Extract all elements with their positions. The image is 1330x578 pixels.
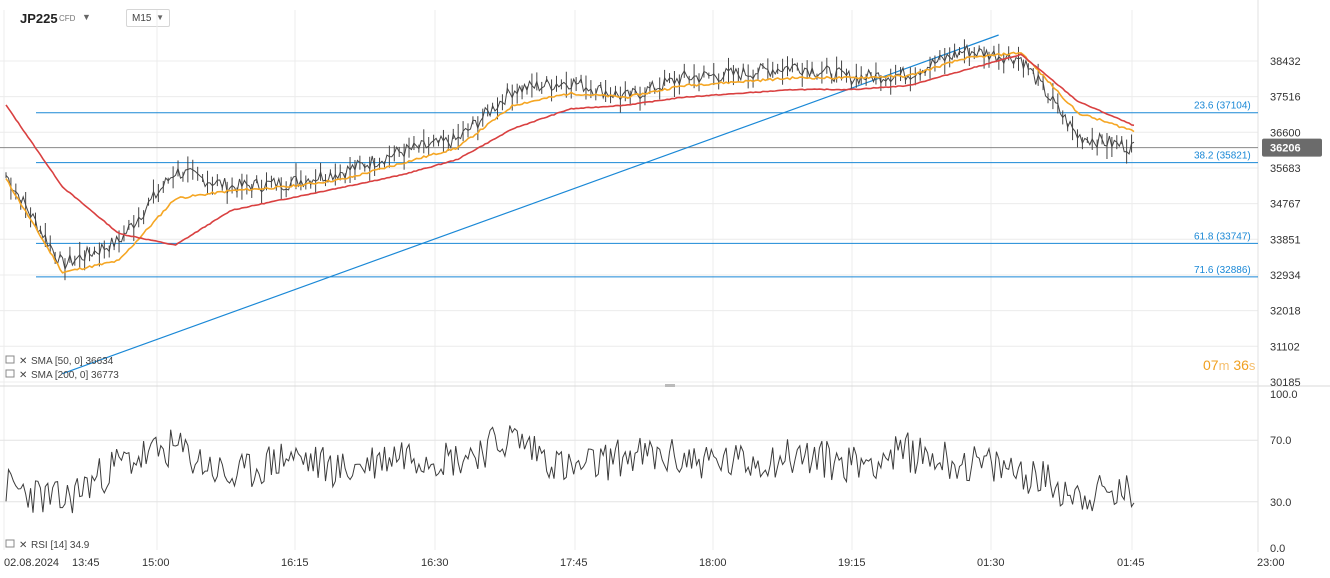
price-tick-0: 38432 xyxy=(1270,56,1301,68)
price-tick-8: 31102 xyxy=(1270,341,1300,353)
legend-eye-icon xyxy=(6,356,14,363)
legend-close-icon: ✕ xyxy=(19,540,27,551)
time-tick-10: 23:00 xyxy=(1257,557,1285,569)
indicator-legend: ✕ SMA [50, 0] 36634 ✕ SMA [200, 0] 36773 ✕ RS… xyxy=(6,356,119,551)
price-line xyxy=(6,45,1134,269)
fib-label-0: 23.6 (37104) xyxy=(1194,101,1251,112)
time-tick-3: 16:15 xyxy=(281,557,309,569)
legend-sma50: SMA [50, 0] 36634 xyxy=(31,356,114,367)
rsi-panel: 100.0 70.0 30.0 0.0 xyxy=(0,389,1298,555)
rsi-tick-0: 100.0 xyxy=(1270,389,1298,401)
legend-close-icon: ✕ xyxy=(19,370,27,381)
fibonacci-levels: 23.6 (37104) 38.2 (35821) 61.8 (33747) 71.6… xyxy=(0,101,1258,277)
legend-sma200: SMA [200, 0] 36773 xyxy=(31,370,119,381)
fib-label-1: 38.2 (35821) xyxy=(1194,151,1251,162)
price-tick-4: 34767 xyxy=(1270,199,1301,211)
countdown-seconds-unit: s xyxy=(1249,358,1256,373)
time-tick-7: 19:15 xyxy=(838,557,866,569)
trendline xyxy=(62,35,998,374)
price-axis: 38432 37516 36600 35683 34767 33851 32934 32018… xyxy=(1262,56,1322,389)
time-tick-0: 02.08.2024 xyxy=(4,557,59,569)
legend-eye-icon xyxy=(6,370,14,377)
current-price-label: 36206 xyxy=(1270,143,1301,155)
rsi-line xyxy=(6,426,1134,514)
time-tick-6: 18:00 xyxy=(699,557,727,569)
fib-label-2: 61.8 (33747) xyxy=(1194,231,1251,242)
countdown-minutes-unit: m xyxy=(1219,358,1230,373)
price-tick-7: 32018 xyxy=(1270,306,1301,318)
legend-close-icon: ✕ xyxy=(19,356,27,367)
time-tick-4: 16:30 xyxy=(421,557,449,569)
price-tick-5: 33851 xyxy=(1270,234,1301,246)
price-tick-9: 30185 xyxy=(1270,377,1301,389)
fib-label-3: 71.6 (32886) xyxy=(1194,265,1251,276)
candle-countdown: 07m 36s xyxy=(1203,357,1255,373)
legend-eye-icon xyxy=(6,540,14,547)
countdown-minutes: 07 xyxy=(1203,357,1219,373)
price-tick-2: 36600 xyxy=(1270,127,1301,139)
time-tick-8: 01:30 xyxy=(977,557,1005,569)
price-series xyxy=(6,39,1134,280)
time-tick-2: 15:00 xyxy=(142,557,170,569)
rsi-tick-3: 0.0 xyxy=(1270,543,1285,555)
sma200-line xyxy=(6,54,1134,245)
trendline-line xyxy=(62,35,998,374)
panel-resize-handle xyxy=(665,384,675,387)
price-tick-3: 35683 xyxy=(1270,163,1301,175)
legend-rsi: RSI [14] 34.9 xyxy=(31,540,90,551)
rsi-tick-2: 30.0 xyxy=(1270,497,1291,509)
countdown-seconds: 36 xyxy=(1233,357,1249,373)
time-tick-5: 17:45 xyxy=(560,557,588,569)
price-tick-6: 32934 xyxy=(1270,270,1301,282)
rsi-tick-1: 70.0 xyxy=(1270,435,1291,447)
time-tick-9: 01:45 xyxy=(1117,557,1145,569)
price-tick-1: 37516 xyxy=(1270,92,1301,104)
time-tick-1: 13:45 xyxy=(72,557,100,569)
time-axis: 02.08.2024 13:45 15:00 16:15 16:30 17:45 18:00… xyxy=(4,557,1285,569)
